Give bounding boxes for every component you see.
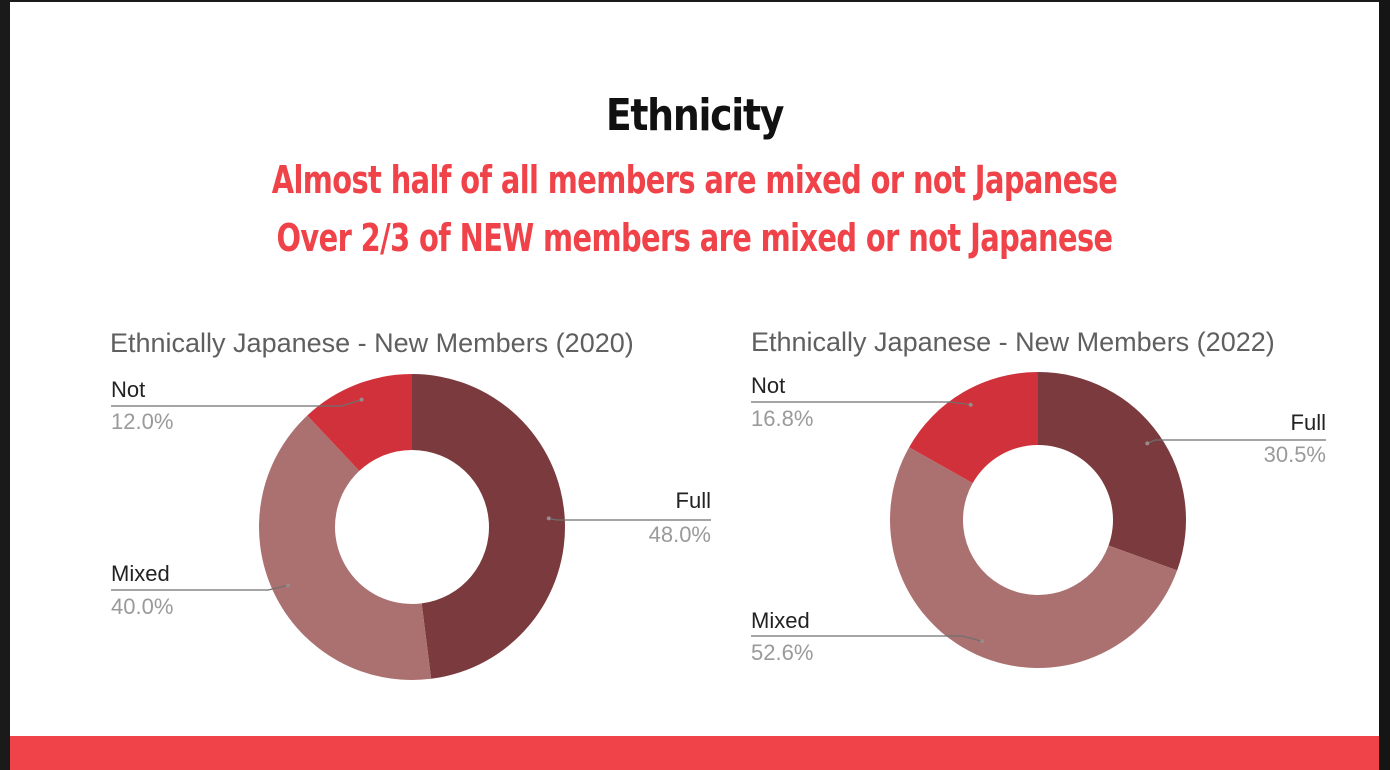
leader-dot	[546, 516, 551, 521]
leader-line	[111, 584, 289, 591]
chart-title: Ethnically Japanese - New Members (2022)	[751, 327, 1275, 357]
window-edge	[1379, 0, 1390, 770]
value-not: 16.8%	[751, 406, 813, 431]
slide-title: Ethnicity	[605, 90, 785, 141]
label-full: Full	[1291, 410, 1326, 435]
slice-full	[412, 374, 566, 679]
leader-line	[1147, 439, 1326, 444]
subtitle-line-1: Almost half of all members are mixed or …	[271, 158, 1118, 202]
leader-dot	[286, 583, 291, 588]
leader-dot	[359, 397, 364, 402]
donut-chart-1: Ethnically Japanese - New Members (2020)…	[110, 328, 711, 681]
slice-not	[909, 372, 1038, 484]
slice-mixed	[890, 447, 1178, 668]
value-mixed: 52.6%	[751, 640, 813, 665]
label-mixed: Mixed	[111, 561, 170, 586]
value-not: 12.0%	[111, 409, 173, 434]
slide: Ethnicity Almost half of all members are…	[10, 2, 1379, 770]
label-not: Not	[751, 373, 785, 398]
label-mixed: Mixed	[751, 608, 810, 633]
leader-line	[751, 401, 971, 406]
leader-line	[751, 635, 983, 642]
slice-mixed	[258, 415, 432, 681]
slice-full	[1038, 372, 1186, 571]
chart-title: Ethnically Japanese - New Members (2020)	[110, 328, 634, 358]
label-not: Not	[111, 377, 145, 402]
leader-dot	[1145, 441, 1150, 446]
bottom-accent-bar	[10, 736, 1379, 770]
value-full: 48.0%	[649, 522, 711, 547]
value-mixed: 40.0%	[111, 594, 173, 619]
value-full: 30.5%	[1264, 442, 1326, 467]
leader-line	[111, 399, 362, 407]
leader-line	[548, 517, 711, 521]
leader-dot	[980, 639, 985, 644]
label-full: Full	[676, 488, 711, 513]
leader-dot	[968, 402, 973, 407]
donut-chart-2: Ethnically Japanese - New Members (2022)…	[751, 327, 1326, 668]
slice-not	[307, 374, 412, 471]
subtitle-line-2: Over 2/3 of NEW members are mixed or not…	[276, 216, 1113, 260]
charts-canvas: Ethnically Japanese - New Members (2020)…	[110, 327, 1326, 681]
